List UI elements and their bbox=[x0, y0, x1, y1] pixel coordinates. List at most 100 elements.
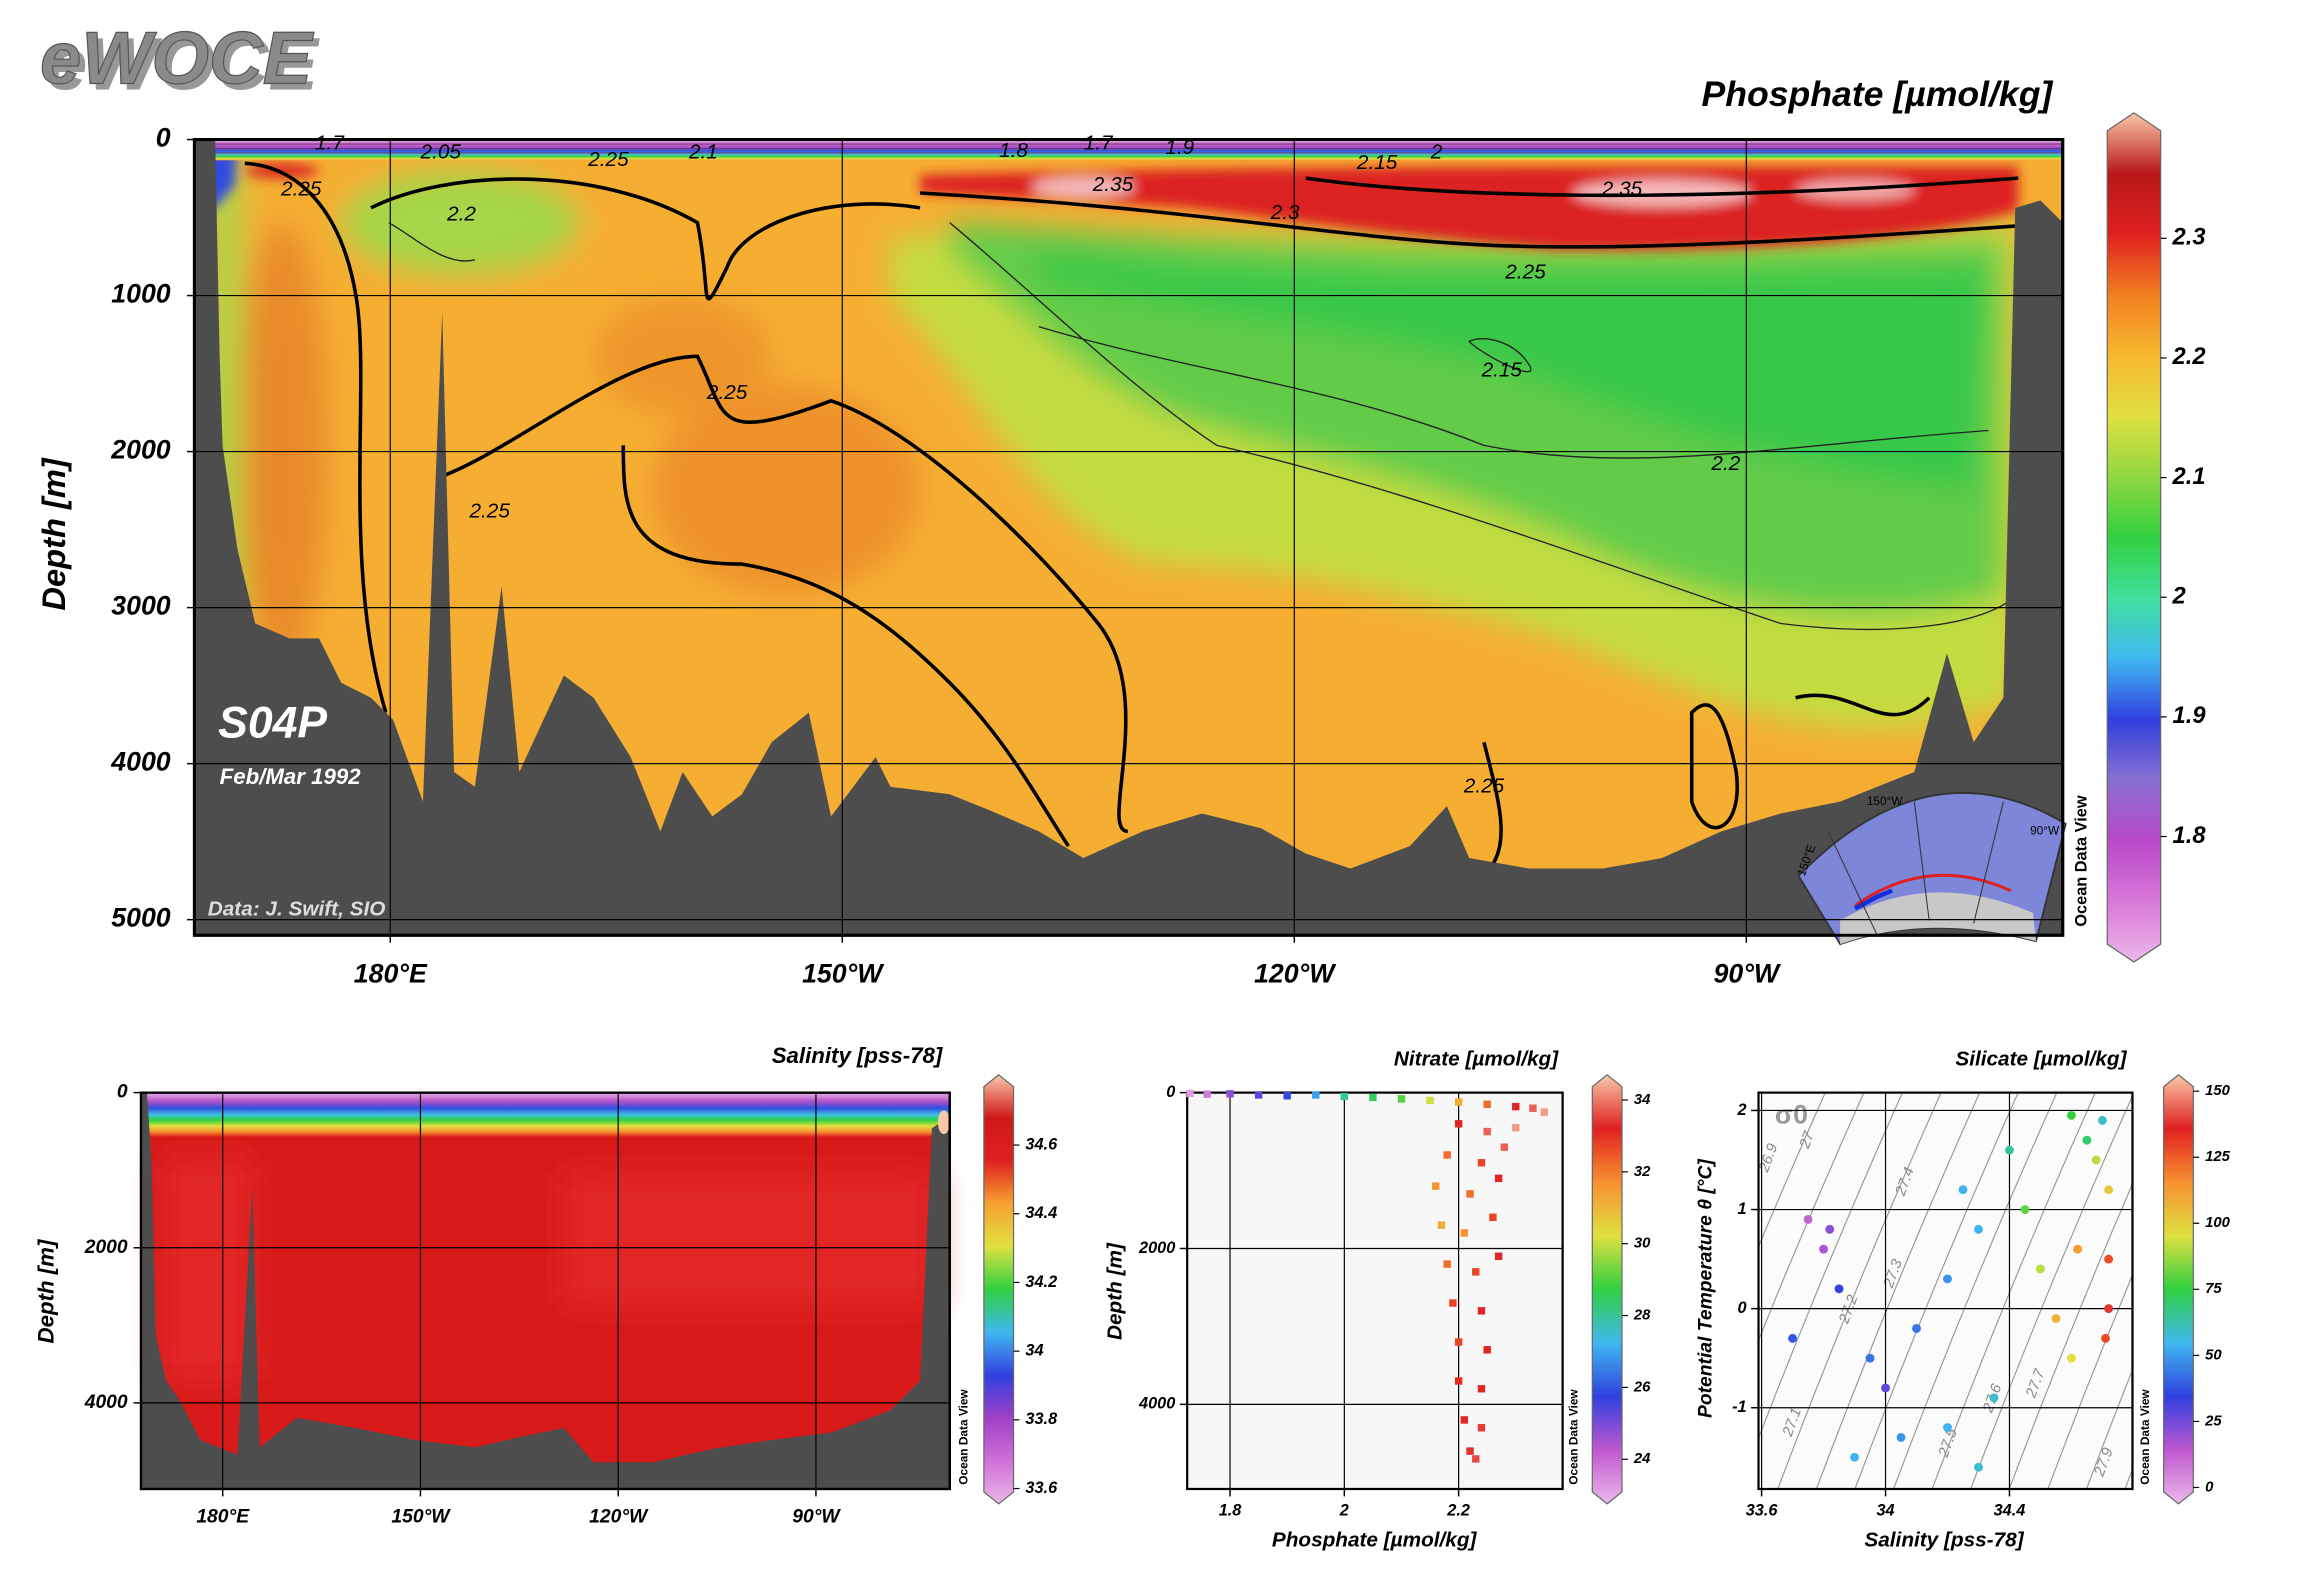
point bbox=[1454, 1377, 1463, 1385]
point bbox=[1819, 1244, 1829, 1254]
point bbox=[1432, 1182, 1440, 1190]
point bbox=[1466, 1447, 1474, 1455]
source-label: Data: J. Swift, SIO bbox=[208, 898, 386, 921]
y-tick-label: 2000 bbox=[1138, 1239, 1175, 1257]
isopycnal bbox=[2008, 1182, 2133, 1489]
isopycnal bbox=[1758, 1092, 1826, 1249]
point bbox=[1540, 1108, 1549, 1116]
point bbox=[1254, 1091, 1263, 1099]
isopycnal bbox=[1854, 1092, 2019, 1489]
colorbar-tick-label: 32 bbox=[1634, 1164, 1651, 1180]
point bbox=[1203, 1090, 1211, 1098]
point bbox=[2005, 1145, 2014, 1155]
x-tick-label: 120°W bbox=[589, 1506, 649, 1527]
y-tick-label: 0 bbox=[1738, 1299, 1747, 1317]
isopycnal bbox=[1970, 1094, 2133, 1489]
point bbox=[1788, 1333, 1798, 1343]
colorbar-tick-label: 33.8 bbox=[1025, 1410, 1058, 1428]
point bbox=[2073, 1244, 2083, 1254]
point bbox=[1312, 1091, 1320, 1099]
point bbox=[1426, 1096, 1434, 1105]
y-tick-label: -1 bbox=[1732, 1398, 1747, 1416]
point bbox=[1466, 1190, 1474, 1198]
y-tick-label: 4000 bbox=[84, 1392, 128, 1413]
point bbox=[2051, 1314, 2061, 1324]
colorbar bbox=[983, 1074, 1015, 1505]
credit: Ocean Data View bbox=[957, 1389, 971, 1485]
point bbox=[2104, 1254, 2114, 1264]
point bbox=[1460, 1416, 1469, 1424]
isopycnal bbox=[1777, 1092, 1942, 1489]
frame bbox=[1757, 1091, 2134, 1491]
contour-label: 2 bbox=[1430, 140, 1443, 163]
point bbox=[2020, 1205, 2030, 1215]
x-tick-label: 150°W bbox=[802, 958, 885, 988]
chart-title: Nitrate [µmol/kg] bbox=[1394, 1047, 1559, 1070]
x-tick-label: 2.2 bbox=[1446, 1502, 1470, 1520]
y-tick-label: 0 bbox=[117, 1082, 128, 1103]
y-tick-label: 4000 bbox=[1138, 1395, 1175, 1413]
x-axis-label: Salinity [pss-78] bbox=[1864, 1528, 2024, 1551]
colorbar-tick-label: 34.2 bbox=[1025, 1273, 1057, 1291]
y-tick-label: 1 bbox=[1738, 1200, 1747, 1218]
point bbox=[1494, 1252, 1503, 1260]
point bbox=[1472, 1455, 1480, 1463]
point bbox=[2036, 1264, 2045, 1274]
contour-label: 2.15 bbox=[1481, 359, 1523, 382]
x-tick-label: 90°W bbox=[792, 1506, 841, 1527]
chart-title: Phosphate [µmol/kg] bbox=[1701, 74, 2053, 114]
point bbox=[1283, 1092, 1291, 1100]
frame bbox=[1186, 1091, 1564, 1491]
point bbox=[1512, 1102, 1520, 1111]
x-axis-label: Phosphate [µmol/kg] bbox=[1272, 1528, 1478, 1551]
contour-label: 2.25 bbox=[706, 381, 748, 404]
contour-label: 2.25 bbox=[469, 500, 511, 523]
point bbox=[1803, 1215, 1813, 1224]
point bbox=[1226, 1090, 1234, 1098]
point bbox=[1958, 1185, 1968, 1195]
contour-label: 1.9 bbox=[1165, 136, 1194, 159]
colorbar-tick-label: 1.9 bbox=[2173, 703, 2207, 729]
contour-label: 2.35 bbox=[1601, 178, 1643, 201]
x-tick-label: 90°W bbox=[1714, 958, 1782, 988]
point bbox=[1472, 1268, 1480, 1276]
point bbox=[1340, 1092, 1349, 1101]
colorbar-tick-label: 1.8 bbox=[2173, 823, 2207, 849]
point bbox=[1865, 1353, 1875, 1363]
point bbox=[1881, 1383, 1890, 1393]
point bbox=[1500, 1143, 1509, 1151]
point bbox=[1483, 1100, 1491, 1109]
point bbox=[1454, 1338, 1463, 1346]
point bbox=[1912, 1324, 1921, 1333]
point bbox=[1974, 1462, 1983, 1472]
isopycnal bbox=[1815, 1092, 1981, 1489]
y-tick-label: 5000 bbox=[111, 903, 171, 933]
point bbox=[1834, 1284, 1844, 1294]
point bbox=[1483, 1127, 1491, 1136]
contour-label: 1.7 bbox=[315, 131, 345, 154]
colorbar-tick-label: 2.2 bbox=[2172, 344, 2206, 370]
point bbox=[2104, 1185, 2114, 1195]
colorbar-tick-label: 100 bbox=[2205, 1215, 2230, 1231]
contour-label: 2.35 bbox=[1092, 173, 1134, 196]
colorbar-tick-label: 150 bbox=[2205, 1083, 2230, 1099]
station-label: S04P bbox=[218, 699, 327, 748]
x-tick-label: 33.6 bbox=[1746, 1502, 1779, 1520]
colorbar-tick-label: 28 bbox=[1633, 1307, 1651, 1323]
colorbar bbox=[2163, 1074, 2194, 1505]
point bbox=[1850, 1452, 1860, 1462]
contour-label: 2.25 bbox=[587, 148, 629, 171]
contour-label: 2.2 bbox=[446, 203, 476, 226]
colorbar bbox=[2106, 112, 2162, 963]
phosphate-field bbox=[194, 139, 2063, 936]
point bbox=[1512, 1123, 1520, 1132]
point bbox=[1943, 1274, 1952, 1284]
credit: Ocean Data View bbox=[2072, 795, 2090, 927]
colorbar-tick-label: 24 bbox=[1633, 1451, 1650, 1467]
contour-label: 1.8 bbox=[999, 139, 1028, 162]
y-tick-label: 0 bbox=[156, 123, 171, 153]
x-tick-label: 120°W bbox=[1254, 958, 1337, 988]
y-tick-label: 1000 bbox=[111, 279, 171, 309]
colorbar-tick-label: 34 bbox=[1634, 1092, 1650, 1108]
